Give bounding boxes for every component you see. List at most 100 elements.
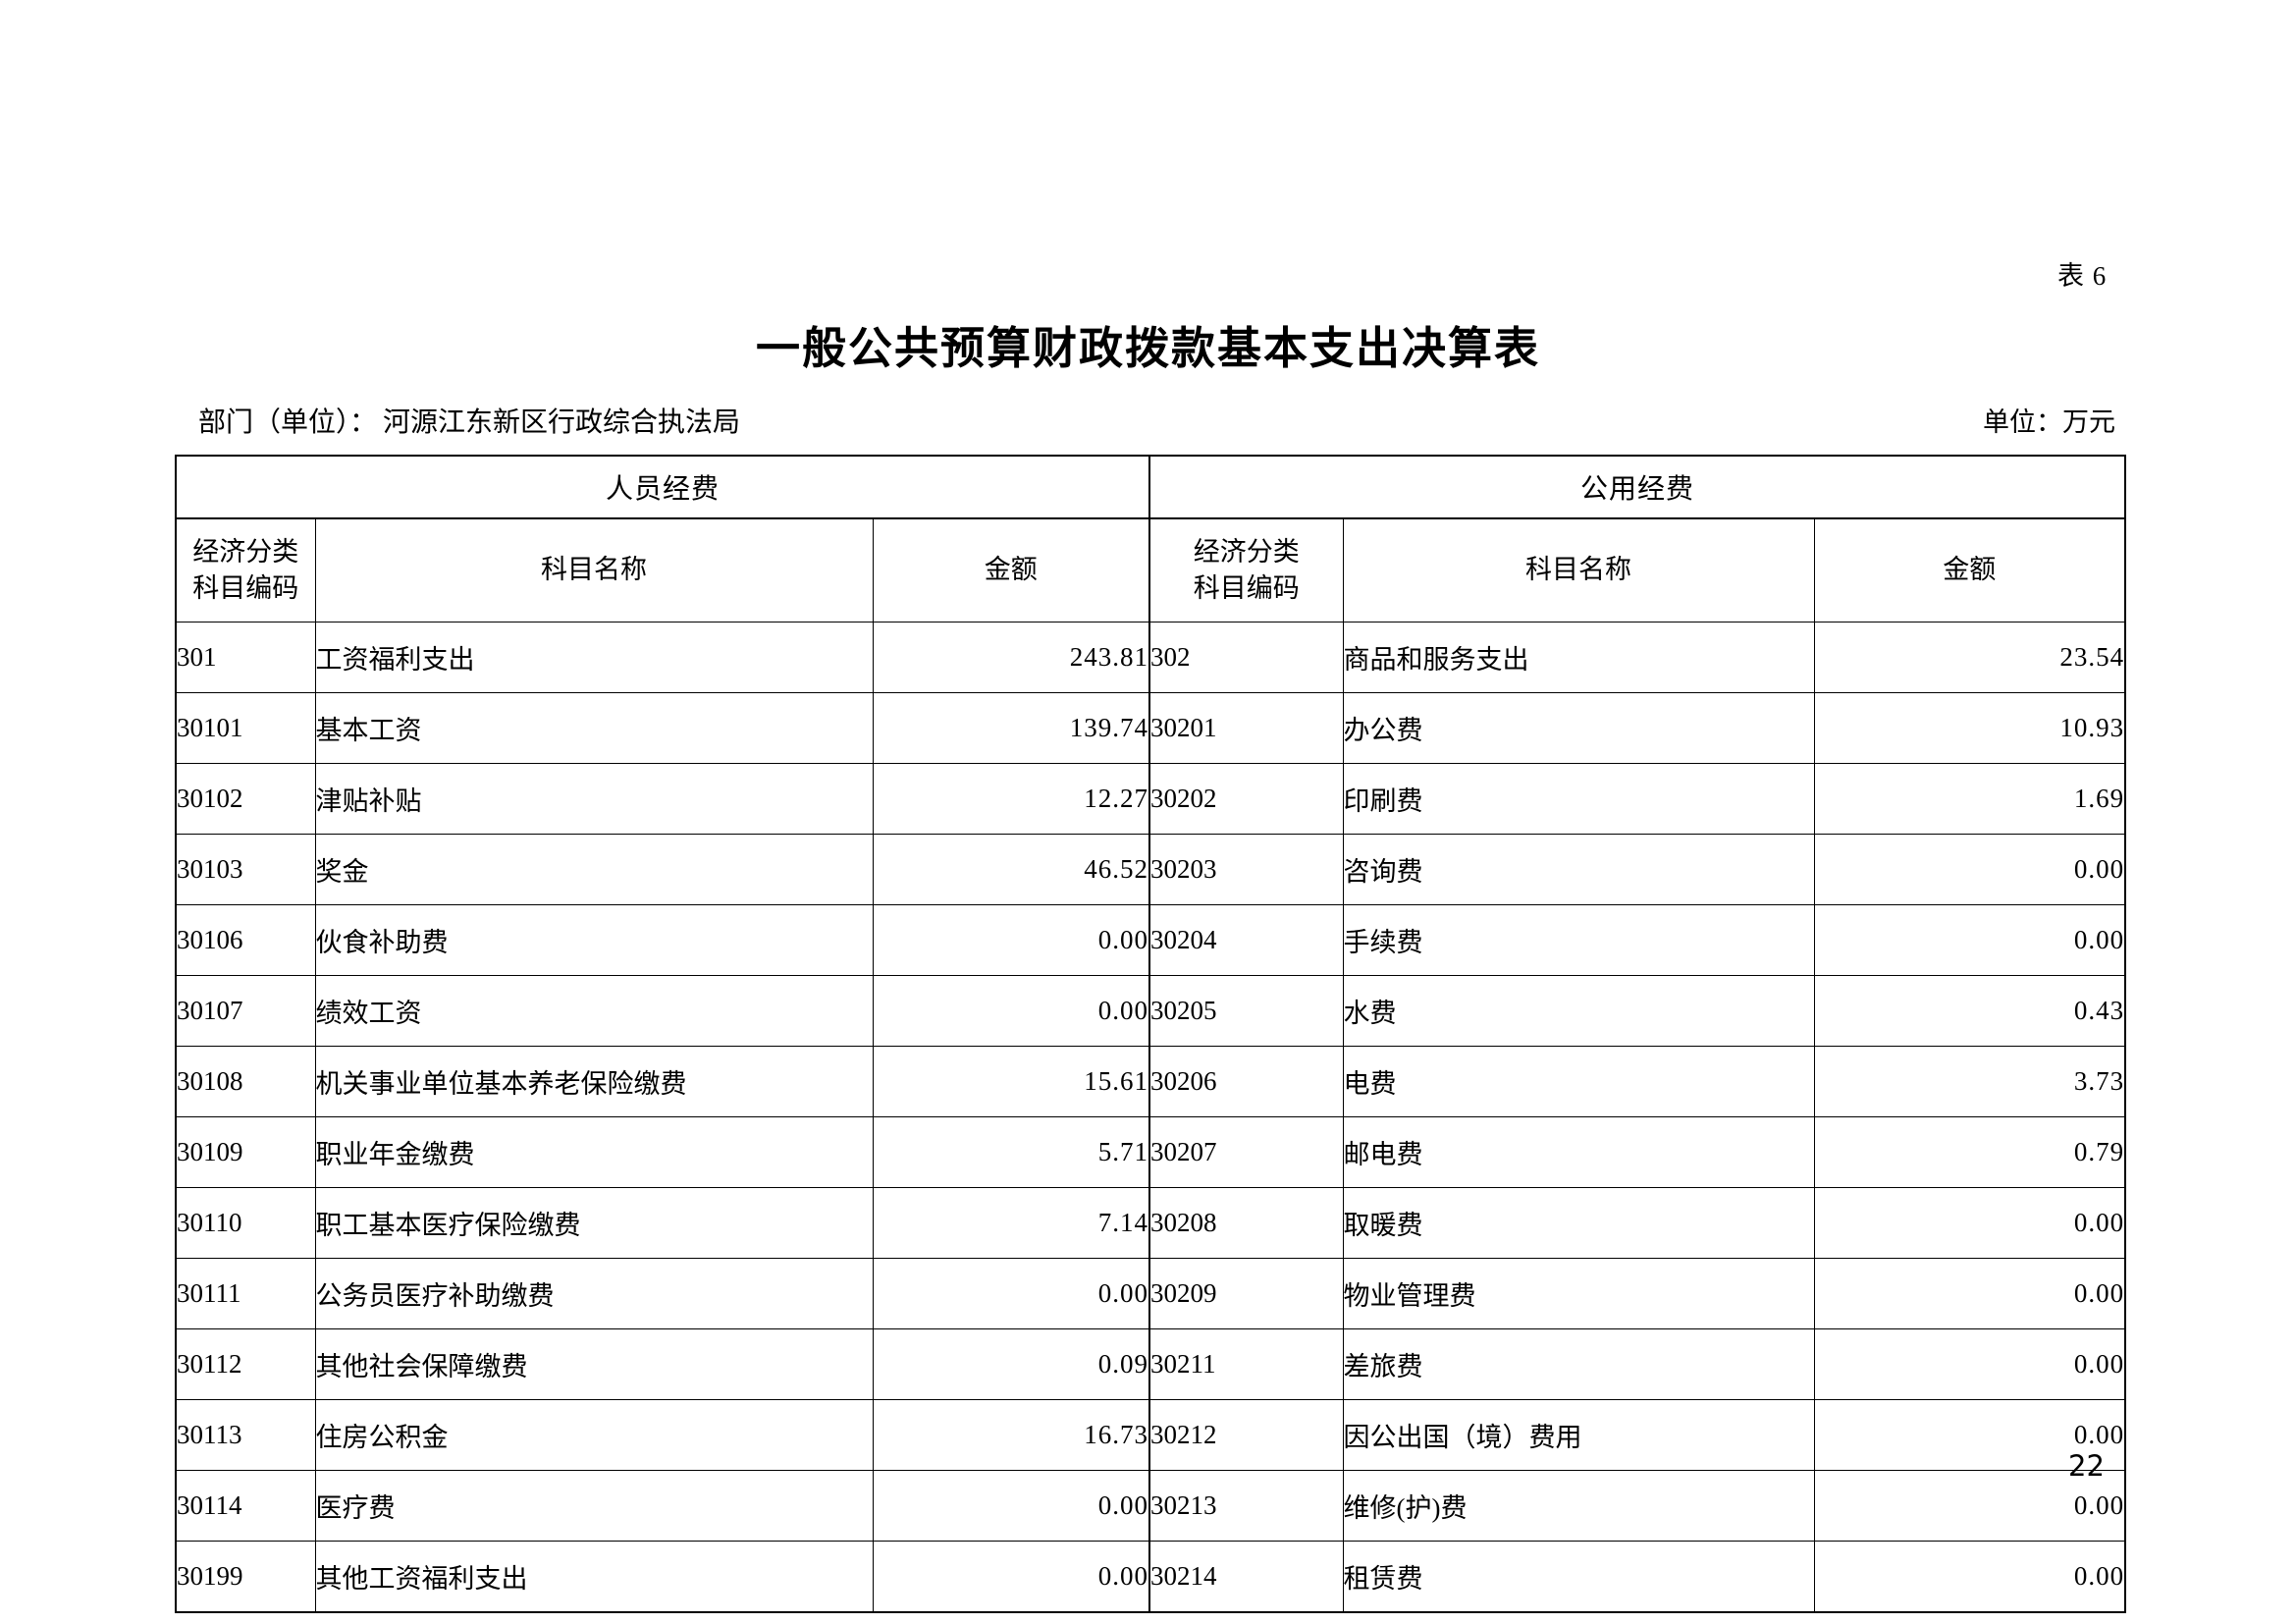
subtitle-row: 部门（单位）： 河源江东新区行政综合执法局 单位：万元 [175, 405, 2125, 444]
row-amount-personnel: 0.00 [872, 1541, 1150, 1613]
row-code-personnel: 30112 [175, 1328, 316, 1400]
table-row: 30113 住房公积金 16.73 30212 因公出国（境）费用 0.00 [175, 1399, 2126, 1471]
row-name-public: 差旅费 [1342, 1328, 1815, 1400]
row-amount-personnel: 0.00 [872, 1470, 1150, 1542]
row-name-personnel: 伙食补助费 [314, 904, 874, 976]
column-header-row: 经济分类 科目编码 科目名称 金额 经济分类 科目编码 科目名称 金额 [175, 517, 2126, 623]
row-name-personnel: 职工基本医疗保险缴费 [314, 1187, 874, 1259]
row-amount-public: 0.00 [1813, 1470, 2126, 1542]
row-code-personnel: 30111 [175, 1258, 316, 1329]
row-code-public: 30207 [1148, 1116, 1344, 1188]
table-row: 30101 基本工资 139.74 30201 办公费 10.93 [175, 692, 2126, 764]
group-header-row: 人员经费 公用经费 [175, 455, 2126, 519]
row-amount-public: 0.00 [1813, 1541, 2126, 1613]
col-header-code-line2: 科目编码 [192, 573, 299, 603]
row-code-public: 30203 [1148, 834, 1344, 905]
row-amount-personnel: 0.00 [872, 1258, 1150, 1329]
row-code-personnel: 30113 [175, 1399, 316, 1471]
row-amount-public: 0.00 [1813, 1258, 2126, 1329]
row-code-public: 30202 [1148, 763, 1344, 835]
col-header-code-public: 经济分类 科目编码 [1148, 517, 1344, 623]
table-row: 30107 绩效工资 0.00 30205 水费 0.43 [175, 975, 2126, 1047]
row-code-public: 30205 [1148, 975, 1344, 1047]
row-code-personnel: 30102 [175, 763, 316, 835]
page-number: 22 [2068, 1449, 2105, 1483]
table-row: 30112 其他社会保障缴费 0.09 30211 差旅费 0.00 [175, 1328, 2126, 1400]
table-label: 表 6 [2057, 261, 2108, 291]
row-amount-public: 0.00 [1813, 1399, 2126, 1471]
col-header-amount-public: 金额 [1813, 517, 2126, 623]
row-code-public: 30209 [1148, 1258, 1344, 1329]
row-name-public: 取暖费 [1342, 1187, 1815, 1259]
group-header-public: 公用经费 [1148, 455, 2126, 519]
table-row: 30110 职工基本医疗保险缴费 7.14 30208 取暖费 0.00 [175, 1187, 2126, 1259]
col-header-name-public: 科目名称 [1342, 517, 1815, 623]
row-code-personnel: 30199 [175, 1541, 316, 1613]
row-code-public: 30212 [1148, 1399, 1344, 1471]
table-row: 30199 其他工资福利支出 0.00 30214 租赁费 0.00 [175, 1541, 2126, 1613]
row-code-personnel: 30109 [175, 1116, 316, 1188]
col-header-code2-line1: 经济分类 [1193, 536, 1300, 567]
row-amount-personnel: 5.71 [872, 1116, 1150, 1188]
department-value: 河源江东新区行政综合执法局 [383, 407, 741, 438]
department-line: 部门（单位）： 河源江东新区行政综合执法局 [198, 405, 740, 442]
row-name-public: 商品和服务支出 [1342, 622, 1815, 693]
table-row: 30102 津贴补贴 12.27 30202 印刷费 1.69 [175, 763, 2126, 835]
row-name-personnel: 其他社会保障缴费 [314, 1328, 874, 1400]
row-amount-public: 0.79 [1813, 1116, 2126, 1188]
row-name-public: 因公出国（境）费用 [1342, 1399, 1815, 1471]
row-name-public: 水费 [1342, 975, 1815, 1047]
row-code-personnel: 301 [175, 622, 316, 693]
row-name-personnel: 其他工资福利支出 [314, 1541, 874, 1613]
row-amount-public: 0.00 [1813, 904, 2126, 976]
row-name-public: 电费 [1342, 1046, 1815, 1117]
row-name-personnel: 职业年金缴费 [314, 1116, 874, 1188]
row-amount-personnel: 15.61 [872, 1046, 1150, 1117]
table-row: 30109 职业年金缴费 5.71 30207 邮电费 0.79 [175, 1116, 2126, 1188]
col-header-code-personnel: 经济分类 科目编码 [175, 517, 316, 623]
basic-expenditure-table: 人员经费 公用经费 经济分类 科目编码 科目名称 金额 经济分类 科目编码 科目… [175, 455, 2127, 1613]
row-code-personnel: 30108 [175, 1046, 316, 1117]
row-amount-public: 0.43 [1813, 975, 2126, 1047]
row-name-public: 维修(护)费 [1342, 1470, 1815, 1542]
row-name-personnel: 医疗费 [314, 1470, 874, 1542]
row-amount-personnel: 46.52 [872, 834, 1150, 905]
row-name-public: 租赁费 [1342, 1541, 1815, 1613]
col-header-code2-line2: 科目编码 [1193, 573, 1300, 603]
row-code-public: 302 [1148, 622, 1344, 693]
row-name-public: 咨询费 [1342, 834, 1815, 905]
row-name-personnel: 机关事业单位基本养老保险缴费 [314, 1046, 874, 1117]
row-amount-public: 3.73 [1813, 1046, 2126, 1117]
row-amount-personnel: 243.81 [872, 622, 1150, 693]
row-code-personnel: 30114 [175, 1470, 316, 1542]
row-name-public: 办公费 [1342, 692, 1815, 764]
row-name-public: 邮电费 [1342, 1116, 1815, 1188]
row-name-personnel: 基本工资 [314, 692, 874, 764]
row-code-personnel: 30107 [175, 975, 316, 1047]
row-code-public: 30214 [1148, 1541, 1344, 1613]
row-name-public: 手续费 [1342, 904, 1815, 976]
row-amount-personnel: 7.14 [872, 1187, 1150, 1259]
row-code-personnel: 30106 [175, 904, 316, 976]
col-header-amount-personnel: 金额 [872, 517, 1150, 623]
row-code-public: 30201 [1148, 692, 1344, 764]
row-name-personnel: 住房公积金 [314, 1399, 874, 1471]
row-name-personnel: 工资福利支出 [314, 622, 874, 693]
row-name-public: 物业管理费 [1342, 1258, 1815, 1329]
col-header-code-line1: 经济分类 [192, 536, 299, 567]
row-amount-personnel: 16.73 [872, 1399, 1150, 1471]
row-code-public: 30213 [1148, 1470, 1344, 1542]
row-amount-personnel: 0.00 [872, 975, 1150, 1047]
row-code-personnel: 30101 [175, 692, 316, 764]
col-header-name-personnel: 科目名称 [314, 517, 874, 623]
table-row: 30106 伙食补助费 0.00 30204 手续费 0.00 [175, 904, 2126, 976]
row-code-public: 30206 [1148, 1046, 1344, 1117]
row-amount-public: 23.54 [1813, 622, 2126, 693]
row-amount-personnel: 139.74 [872, 692, 1150, 764]
department-label: 部门（单位）： [198, 407, 378, 438]
table-row: 30103 奖金 46.52 30203 咨询费 0.00 [175, 834, 2126, 905]
row-code-public: 30211 [1148, 1328, 1344, 1400]
table-row: 30108 机关事业单位基本养老保险缴费 15.61 30206 电费 3.73 [175, 1046, 2126, 1117]
row-amount-personnel: 0.09 [872, 1328, 1150, 1400]
table-row: 301 工资福利支出 243.81 302 商品和服务支出 23.54 [175, 622, 2126, 693]
